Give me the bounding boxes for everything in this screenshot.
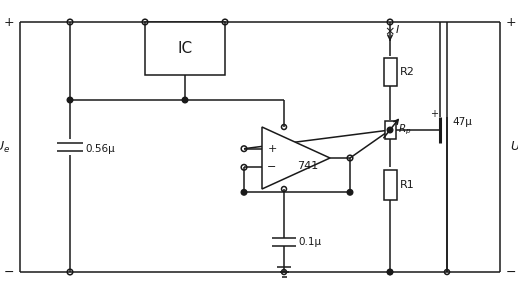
Circle shape xyxy=(241,190,247,195)
Text: ×: × xyxy=(385,25,395,39)
Circle shape xyxy=(387,269,393,275)
Text: 0.1μ: 0.1μ xyxy=(298,237,321,247)
Bar xyxy=(383,58,396,86)
Text: $U_e$: $U_e$ xyxy=(0,139,10,155)
Bar xyxy=(145,22,225,75)
Bar xyxy=(383,170,396,200)
Text: −: − xyxy=(506,266,516,278)
Text: 47μ: 47μ xyxy=(452,117,472,127)
Circle shape xyxy=(67,97,73,103)
Text: R2: R2 xyxy=(400,67,415,77)
Bar xyxy=(384,121,396,139)
Text: −: − xyxy=(267,162,277,172)
Circle shape xyxy=(387,127,393,133)
Polygon shape xyxy=(262,127,330,189)
Circle shape xyxy=(347,190,353,195)
Text: −: − xyxy=(4,266,14,278)
Text: +: + xyxy=(506,16,516,28)
Text: 0.56μ: 0.56μ xyxy=(85,144,115,154)
Text: +: + xyxy=(430,109,438,119)
Text: R1: R1 xyxy=(400,180,415,190)
Text: $U_A$: $U_A$ xyxy=(510,139,518,155)
Text: 741: 741 xyxy=(297,161,319,171)
Text: +: + xyxy=(4,16,14,28)
Text: +: + xyxy=(267,144,277,154)
Text: I: I xyxy=(396,25,399,35)
Text: IC: IC xyxy=(178,41,193,56)
Text: $R_p$: $R_p$ xyxy=(398,123,411,137)
Circle shape xyxy=(182,97,188,103)
